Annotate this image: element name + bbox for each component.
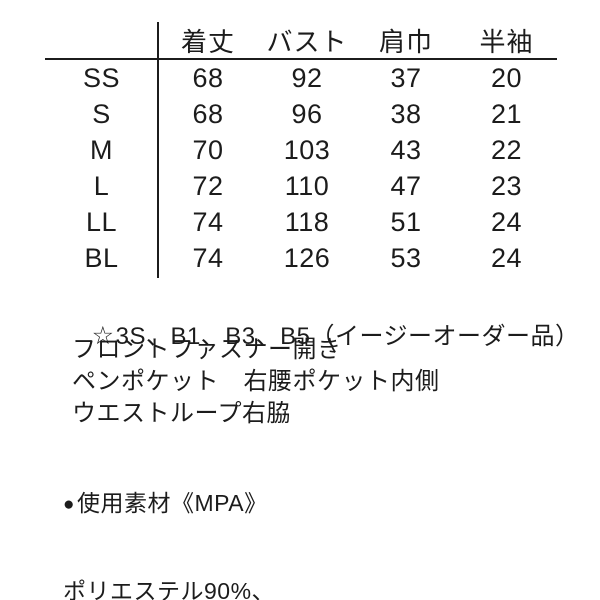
measurement-value: 103	[283, 134, 331, 165]
measurement-value: 51	[390, 206, 422, 237]
easy-order-note: ☆3S、B1、B3、B5（イージーオーダー品）	[63, 288, 580, 379]
table-row: LL 74 118 51 24	[45, 204, 557, 240]
column-header: バスト	[266, 27, 348, 57]
measurement-value: 53	[390, 242, 422, 273]
measurement-value: 47	[390, 170, 422, 201]
column-header: 肩巾	[378, 27, 433, 57]
measurement-value: 43	[390, 134, 422, 165]
bullet-icon: ●	[63, 494, 75, 515]
measurement-value: 68	[192, 98, 224, 129]
measurement-value: 20	[490, 62, 523, 93]
size-table: 着丈 バスト 肩巾 半袖 SS 68 92 37 20 S 68 96 38 2…	[45, 22, 557, 278]
table-row: S 68 96 38 21	[45, 96, 557, 132]
table-row: L 72 110 47 23	[45, 168, 557, 204]
table-row: BL 74 126 53 24	[45, 240, 557, 276]
column-header: 半袖	[479, 27, 534, 57]
table-row: SS 68 92 37 20	[45, 60, 557, 96]
size-label: S	[92, 98, 111, 129]
measurement-value: 38	[390, 98, 422, 129]
feature-note: ウエストループ右脇	[72, 400, 292, 427]
measurement-value: 24	[490, 242, 523, 273]
size-label: LL	[85, 206, 118, 237]
size-label: M	[90, 134, 113, 165]
easy-order-note-text: 3S、B1、B3、B5（イージーオーダー品）	[115, 323, 580, 350]
measurement-value: 110	[284, 170, 330, 201]
measurement-value: 22	[490, 134, 523, 165]
header-corner-cell	[45, 22, 158, 59]
measurement-value: 37	[390, 62, 422, 93]
material-line: ポリエステル90%、	[63, 578, 276, 600]
measurement-value: 74	[192, 242, 224, 273]
material-heading-line: ●使用素材《MPA》	[63, 489, 369, 519]
measurement-value: 118	[284, 206, 330, 237]
measurement-value: 96	[291, 98, 323, 129]
measurement-value: 70	[192, 134, 224, 165]
star-icon: ☆	[91, 322, 115, 350]
size-label: L	[93, 170, 110, 201]
measurement-value: 23	[490, 170, 523, 201]
measurement-value: 72	[192, 170, 224, 201]
measurement-value: 92	[291, 62, 323, 93]
measurement-value: 74	[192, 206, 224, 237]
table-row: M 70 103 43 22	[45, 132, 557, 168]
material-heading: 使用素材《MPA》	[76, 490, 268, 516]
measurement-value: 21	[490, 98, 523, 129]
table-vertical-rule	[157, 22, 159, 278]
measurement-value: 68	[192, 62, 224, 93]
feature-note: ペンポケット 右腰ポケット内側	[72, 368, 440, 395]
size-label: BL	[84, 242, 119, 273]
measurement-value: 24	[490, 206, 523, 237]
size-label: SS	[82, 62, 121, 93]
feature-note: フロントファスナー開き	[72, 336, 342, 363]
material-section: ●使用素材《MPA》 ポリエステル90%、 キュプラ10%（制電糸入り） 制菌加…	[63, 431, 369, 600]
measurement-value: 126	[283, 242, 331, 273]
table-header-row: 着丈 バスト 肩巾 半袖	[45, 22, 557, 60]
column-header: 着丈	[180, 27, 235, 57]
